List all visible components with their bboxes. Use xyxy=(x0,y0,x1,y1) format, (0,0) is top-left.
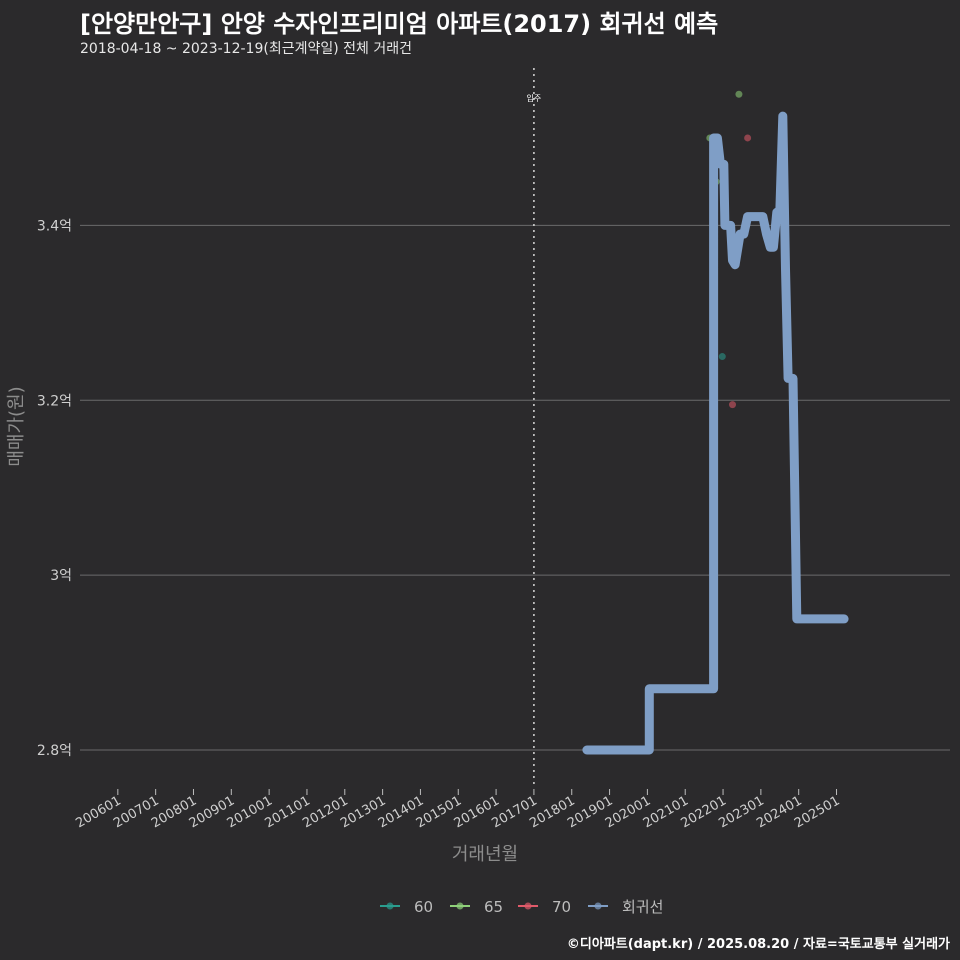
scatter-point-70 xyxy=(744,134,752,142)
legend-label: 회귀선 xyxy=(622,898,663,916)
legend-label: 70 xyxy=(552,898,571,916)
y-axis-ticks: 2.8억 3억 3.2억 3.4억 xyxy=(37,218,72,759)
chart-subtitle: 2018-04-18 ~ 2023-12-19(최근계약일) 전체 거래건 xyxy=(80,41,412,57)
series-layer xyxy=(582,90,849,755)
scatter-point-60 xyxy=(718,353,726,361)
regression-line xyxy=(582,111,849,755)
y-tick-label: 3.2억 xyxy=(37,393,72,409)
scatter-point-70 xyxy=(729,401,736,409)
move-in-label: 입주 xyxy=(527,94,542,103)
legend-label: 65 xyxy=(484,898,503,916)
x-axis-label: 거래년월 xyxy=(452,844,518,865)
legend-swatch-dot xyxy=(524,902,532,910)
gridlines xyxy=(80,224,950,751)
legend-swatch-dot xyxy=(386,902,394,910)
legend-label: 60 xyxy=(414,898,433,916)
source-footer: ©디아파트(dapt.kr) / 2025.08.20 / 자료=국토교통부 실… xyxy=(566,937,950,952)
y-tick-label: 2.8억 xyxy=(37,743,72,759)
x-axis-ticks: 2006012007012008012009012010012011012012… xyxy=(73,789,843,831)
y-tick-label: 3억 xyxy=(50,568,72,584)
annotation-layer: 입주 xyxy=(527,68,542,785)
scatter-point-65 xyxy=(735,90,743,98)
legend-swatch-dot xyxy=(456,902,464,910)
legend-swatch-dot xyxy=(594,902,602,910)
y-tick-label: 3.4억 xyxy=(37,218,72,234)
y-axis-label: 매매가(원) xyxy=(6,386,27,466)
chart-title: [안양만안구] 안양 수자인프리미엄 아파트(2017) 회귀선 예측 xyxy=(80,10,719,38)
legend: 60 65 70 회귀선 xyxy=(380,898,663,916)
